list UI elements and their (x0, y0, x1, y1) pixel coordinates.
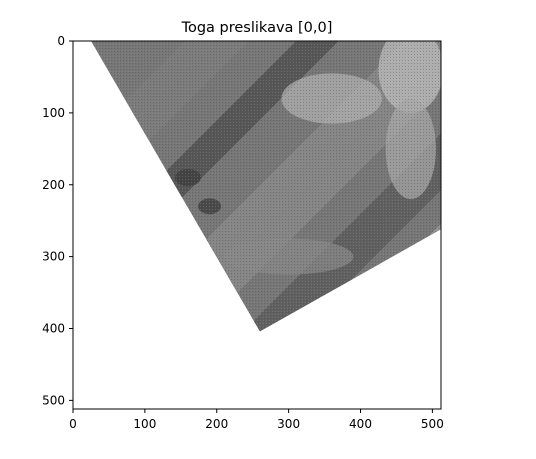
y-tick-label: 200 (42, 178, 65, 192)
x-tick-label: 500 (421, 417, 444, 431)
x-tick-label: 300 (277, 417, 300, 431)
x-tick-label: 0 (69, 417, 77, 431)
y-tick-label: 100 (42, 106, 65, 120)
x-tick-label: 400 (349, 417, 372, 431)
x-axis: 0 100 200 300 400 500 (69, 409, 444, 431)
y-axis: 0 100 200 300 400 500 (42, 34, 73, 407)
chart-title: Toga preslikava [0,0] (181, 20, 333, 36)
y-tick-label: 0 (57, 34, 65, 48)
y-tick-label: 400 (42, 322, 65, 336)
x-tick-label: 200 (205, 417, 228, 431)
y-tick-label: 300 (42, 250, 65, 264)
x-tick-label: 100 (133, 417, 156, 431)
y-tick-label: 500 (42, 393, 65, 407)
transformed-image (16, 0, 536, 459)
